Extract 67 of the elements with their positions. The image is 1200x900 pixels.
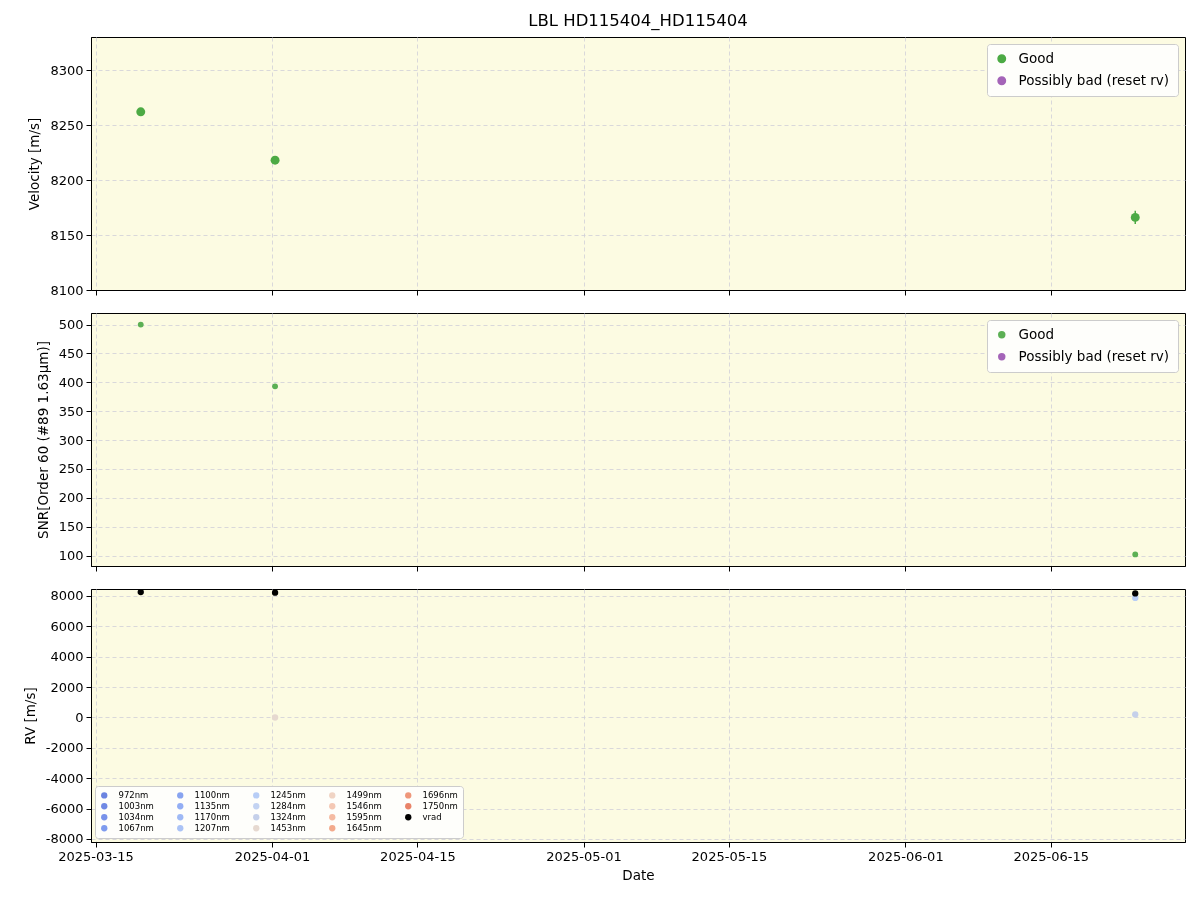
x-tick-label: 2025-06-15: [1013, 848, 1090, 864]
y-tick-label: 8150: [50, 227, 84, 243]
y-tick-label: 6000: [50, 618, 84, 634]
point: [137, 321, 144, 328]
y-tick-label: 200: [58, 490, 84, 506]
y-tick-label: -8000: [45, 831, 84, 847]
y-axis-title: RV [m/s]: [21, 687, 38, 745]
point: [1132, 590, 1139, 597]
y-tick-label: 8300: [50, 62, 84, 78]
y-tick-label: 2000: [50, 679, 84, 695]
x-tick-label: 2025-03-15: [58, 848, 134, 864]
point: [136, 107, 146, 117]
legend-label: 1696nm: [422, 790, 458, 801]
point: [271, 714, 279, 721]
legend-label: Possibly bad (reset rv): [1018, 347, 1170, 364]
y-tick-label: 8100: [50, 282, 84, 298]
legend-label: Good: [1018, 49, 1055, 66]
y-tick-label: 350: [58, 403, 84, 419]
y-tick-label: 400: [58, 374, 84, 390]
legend-label: 1595nm: [346, 812, 382, 823]
legend-label: 1100nm: [194, 790, 230, 801]
point: [270, 155, 280, 165]
legend-label: 1003nm: [118, 801, 154, 812]
x-tick-label: 2025-04-15: [380, 848, 456, 864]
legend-label: Good: [1018, 325, 1055, 342]
x-tick-label: 2025-06-01: [868, 848, 944, 864]
legend-label: 1750nm: [422, 801, 458, 812]
point: [272, 383, 278, 390]
y-axis-title: Velocity [m/s]: [26, 117, 43, 211]
legend-label: vrad: [422, 812, 442, 823]
y-tick-label: -4000: [45, 770, 84, 786]
y-tick-label: -2000: [45, 740, 84, 756]
legend-label: 1207nm: [194, 823, 230, 834]
legend-label: 1034nm: [118, 812, 154, 823]
legend-label: 1645nm: [346, 823, 382, 834]
y-tick-label: 4000: [50, 649, 84, 665]
y-tick-label: 8000: [50, 588, 84, 604]
legend-label: 1453nm: [270, 823, 306, 834]
x-tick-label: 2025-05-01: [546, 848, 622, 864]
y-tick-label: 150: [58, 519, 84, 535]
y-tick-label: 0: [75, 709, 84, 725]
y-tick-label: 450: [58, 345, 84, 361]
y-tick-label: 500: [58, 317, 84, 333]
y-tick-label: -6000: [45, 801, 84, 817]
legend-label: 1135nm: [194, 801, 230, 812]
legend-label: 1324nm: [270, 812, 306, 823]
x-tick-label: 2025-04-01: [234, 848, 311, 864]
x-axis-title: Date: [622, 866, 655, 883]
legend-label: 1245nm: [270, 790, 306, 801]
legend-label: Possibly bad (reset rv): [1018, 71, 1170, 88]
legend-label: 972nm: [118, 790, 149, 801]
legend-label: 1284nm: [270, 801, 306, 812]
y-tick-label: 100: [58, 548, 84, 564]
point: [1132, 711, 1139, 718]
legend-label: 1499nm: [346, 790, 382, 801]
y-tick-label: 300: [58, 432, 84, 448]
y-tick-label: 8200: [50, 172, 84, 188]
y-tick-label: 8250: [50, 117, 84, 133]
y-axis-title: SNR[Order 60 (#89 1.63μm)]: [34, 341, 51, 539]
legend-label: 1170nm: [194, 812, 230, 823]
point: [271, 589, 279, 596]
y-tick-label: 250: [58, 461, 84, 477]
legend-label: 1067nm: [118, 823, 154, 834]
x-tick-label: 2025-05-15: [691, 848, 768, 864]
point: [1132, 551, 1139, 558]
chart-title: LBL HD115404_HD115404: [528, 10, 748, 31]
legend-label: 1546nm: [346, 801, 382, 812]
